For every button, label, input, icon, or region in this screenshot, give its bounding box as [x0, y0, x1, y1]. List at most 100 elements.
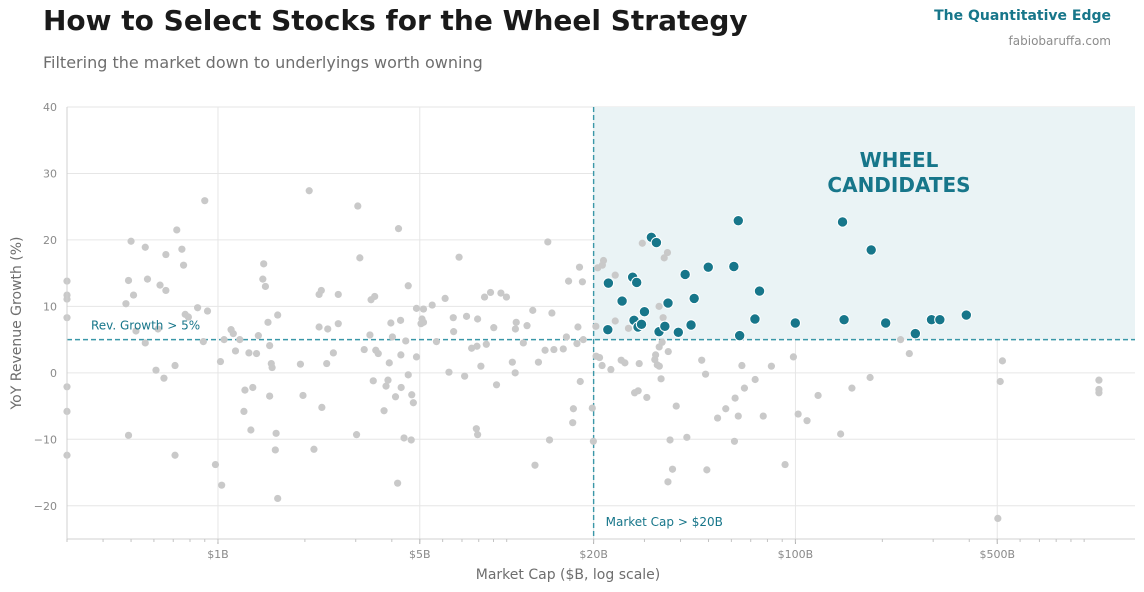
data-point-other: [490, 324, 498, 332]
data-point-other: [474, 431, 482, 439]
data-point-other: [511, 369, 519, 377]
data-point-other: [652, 351, 660, 359]
data-point-other: [486, 288, 495, 297]
x-axis-label: Market Cap ($B, log scale): [476, 567, 660, 583]
data-point-other: [703, 466, 711, 474]
data-point-other: [638, 239, 646, 247]
data-point-other: [324, 325, 332, 333]
data-point-other: [266, 341, 274, 350]
data-point-other: [573, 340, 581, 348]
threshold-lines: [67, 107, 1135, 539]
data-point-other: [240, 407, 248, 415]
data-point-other: [274, 494, 282, 503]
data-point-other: [660, 254, 668, 262]
data-point-other: [575, 263, 584, 271]
data-point-other: [396, 316, 405, 324]
data-point-other: [220, 336, 228, 344]
data-point-other: [402, 337, 410, 345]
data-point-other: [722, 405, 730, 413]
data-point-other: [310, 445, 318, 453]
data-point-other: [663, 248, 672, 257]
data-point-other: [607, 365, 615, 374]
data-point-other: [229, 330, 237, 338]
data-point-other: [996, 377, 1004, 386]
data-point-other: [655, 302, 663, 310]
data-point-other: [129, 291, 138, 299]
data-point-other: [502, 293, 511, 301]
data-point-other: [672, 402, 680, 410]
data-point-other: [407, 436, 415, 444]
data-point-other: [261, 282, 270, 291]
data-point-other: [394, 479, 402, 487]
data-point-other: [666, 436, 674, 444]
data-point-other: [272, 429, 280, 437]
data-point-other: [569, 405, 577, 413]
data-point-other: [740, 384, 749, 392]
data-point-other: [387, 319, 395, 327]
data-point-other: [461, 372, 469, 380]
data-point-other: [419, 318, 428, 326]
data-point-other: [162, 286, 170, 295]
data-point-other: [184, 313, 193, 321]
chart-subtitle: Filtering the market down to underlyings…: [43, 53, 483, 72]
data-point-other: [473, 342, 481, 350]
data-point-other: [621, 359, 629, 367]
data-point-other: [738, 361, 746, 370]
data-point-other: [598, 361, 606, 370]
data-point-other: [480, 293, 489, 301]
data-point-candidate: [732, 214, 744, 227]
data-point-other: [404, 371, 412, 379]
data-point-other: [329, 349, 337, 357]
data-point-candidate: [702, 261, 714, 273]
data-point-other: [523, 322, 531, 330]
data-point-other: [1095, 389, 1103, 397]
brand-name[interactable]: The Quantitative Edge: [934, 8, 1111, 24]
data-point-candidate: [679, 268, 691, 281]
data-point-other: [668, 465, 677, 473]
data-point-other: [334, 320, 342, 328]
data-point-other: [266, 392, 274, 400]
data-point-other: [241, 386, 249, 394]
data-point-other: [203, 307, 212, 315]
brand-site[interactable]: fabiobaruffa.com: [1008, 34, 1111, 48]
revenue-threshold-label: Rev. Growth > 5%: [91, 319, 200, 333]
data-point-candidate: [733, 329, 746, 342]
data-point-candidate: [602, 277, 615, 289]
data-point-other: [419, 305, 428, 313]
data-point-other: [156, 281, 164, 289]
data-point-other: [397, 383, 405, 392]
region-label-line: CANDIDATES: [827, 173, 970, 197]
data-point-other: [152, 366, 160, 374]
data-point-other: [141, 243, 149, 251]
data-point-other: [519, 339, 527, 347]
data-point-other: [767, 362, 775, 370]
data-point-other: [449, 314, 457, 322]
data-point-other: [352, 431, 361, 439]
y-tick-label: 0: [50, 367, 57, 380]
data-point-other: [794, 410, 802, 418]
data-point-other: [508, 358, 516, 366]
data-point-other: [559, 345, 567, 353]
data-point-other: [160, 374, 168, 382]
data-point-other: [734, 412, 742, 420]
data-point-other: [354, 202, 362, 210]
data-point-other: [162, 250, 170, 259]
data-point-candidate: [879, 317, 892, 329]
data-point-other: [683, 433, 691, 441]
data-point-other: [578, 278, 587, 286]
data-point-other: [803, 417, 811, 425]
data-point-other: [512, 318, 520, 326]
data-point-candidate: [865, 244, 877, 256]
data-point-other: [482, 340, 490, 348]
data-point-other: [193, 304, 202, 312]
data-point-other: [171, 451, 179, 459]
data-point-other: [730, 437, 739, 445]
y-tick-label: −10: [34, 433, 57, 446]
data-point-other: [268, 363, 276, 372]
data-point-other: [388, 333, 397, 341]
data-point-other: [397, 351, 405, 359]
data-point-other: [548, 309, 556, 317]
marketcap-threshold-label: Market Cap > $20B: [606, 515, 723, 529]
data-point-candidate: [688, 292, 700, 305]
data-point-other: [271, 446, 279, 454]
